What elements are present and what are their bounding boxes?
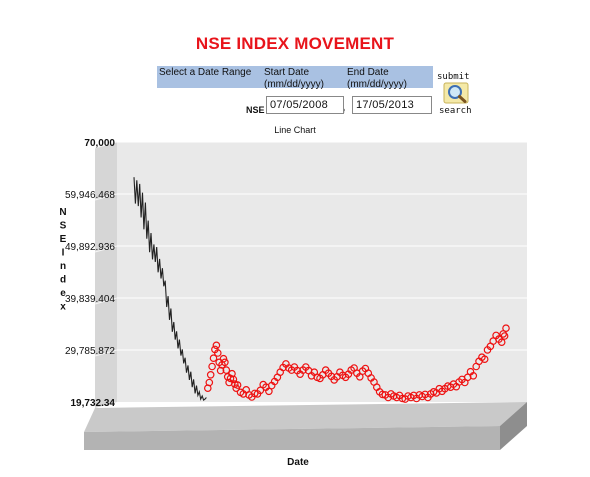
y-axis-label-char: E [60, 234, 67, 245]
start-date-label-format: (mm/dd/yyyy) [264, 79, 324, 90]
data-point [221, 358, 229, 367]
data-point [212, 341, 221, 350]
gridline-side [94, 297, 118, 305]
search-button[interactable] [443, 82, 469, 104]
date-range-bar [157, 66, 433, 88]
end-date-label-title: End Date [347, 67, 389, 78]
data-point [229, 375, 238, 384]
data-point [214, 349, 222, 357]
y-axis-label-char: S [60, 221, 67, 232]
y-axis-label-char: n [60, 261, 66, 272]
y-axis-ticks: 70,000 59,946.468 49,892.936 39,839.404 29,7… [65, 138, 115, 409]
y-tick-label: 70,000 [84, 138, 115, 149]
start-date-label: Start Date (mm/dd/yyyy) [264, 67, 324, 91]
date-range-label: Select a Date Range [159, 67, 252, 78]
gridline-side [94, 193, 118, 201]
data-point [205, 378, 214, 387]
start-date-label-title: Start Date [264, 67, 310, 78]
chart-back-wall [117, 142, 527, 402]
magnifier-icon [443, 82, 469, 104]
obscured-label-left: NSE [246, 105, 265, 115]
chart-floor [84, 402, 527, 450]
data-point [497, 338, 506, 347]
y-axis-label-char: I [62, 248, 65, 259]
history-series [133, 177, 207, 401]
x-axis-label: Date [287, 457, 309, 468]
data-point [480, 355, 489, 364]
data-point [250, 389, 259, 398]
submit-label: submit [437, 72, 470, 82]
chart-title: Line Chart [274, 125, 316, 135]
y-axis-label-char: x [60, 302, 66, 313]
y-tick-label: 59,946.468 [65, 190, 115, 201]
data-point [469, 371, 478, 380]
y-axis-label-char: d [60, 275, 66, 286]
gridline-side [94, 141, 118, 149]
marker-series [204, 324, 510, 403]
gridline-side [94, 245, 118, 253]
search-label: search [439, 106, 472, 116]
data-point [206, 370, 215, 379]
data-point [378, 390, 387, 399]
end-date-label: End Date (mm/dd/yyyy) [347, 67, 407, 91]
page-title: NSE INDEX MOVEMENT [195, 34, 395, 53]
data-point [502, 324, 510, 333]
data-point [208, 362, 216, 371]
chart-backdrop [95, 142, 527, 408]
chart-floor-top [84, 402, 527, 432]
chart-left-wall [95, 142, 117, 408]
data-point [209, 354, 218, 363]
end-date-label-format: (mm/dd/yyyy) [347, 79, 407, 90]
history-line [133, 177, 207, 401]
y-tick-label: 39,839.404 [65, 294, 115, 305]
data-point [233, 381, 242, 389]
y-tick-label: 29,785.872 [65, 346, 115, 357]
end-date-input[interactable] [352, 96, 432, 114]
gridline-side [94, 349, 118, 357]
gridlines [94, 141, 527, 357]
chart-floor-side [500, 402, 527, 450]
y-tick-label: 19,732.34 [71, 398, 116, 409]
chart-floor-front [84, 426, 500, 450]
y-axis-label-char: N [59, 207, 66, 218]
y-tick-label: 49,892.936 [65, 242, 115, 253]
start-date-input[interactable] [266, 96, 344, 114]
data-point [219, 354, 228, 363]
y-axis-label-char: e [60, 288, 66, 299]
data-point [500, 332, 509, 340]
